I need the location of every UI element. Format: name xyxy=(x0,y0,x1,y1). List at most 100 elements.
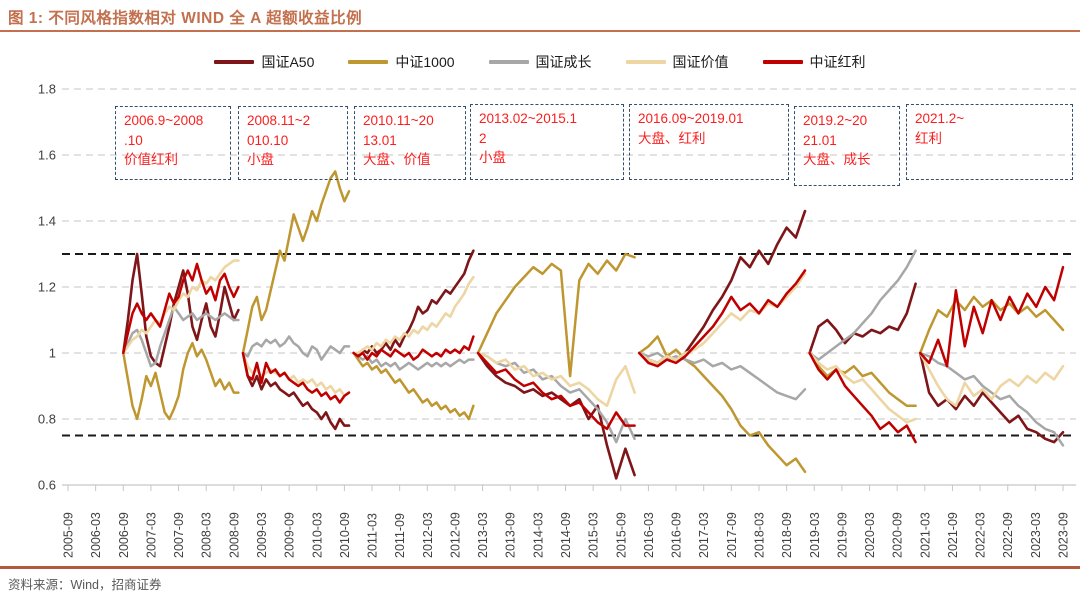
annotation-text: 2019.2~20 xyxy=(803,113,868,128)
x-axis-tick-label: 2012-03 xyxy=(421,512,435,558)
annotation-text: 2008.11~2 xyxy=(247,113,311,128)
x-axis-tick-label: 2014-03 xyxy=(531,512,545,558)
x-axis-tick-label: 2007-09 xyxy=(172,512,186,558)
series-国证成长 xyxy=(918,351,1065,447)
legend-label: 国证价值 xyxy=(672,54,729,70)
annotation-text: 13.01 xyxy=(363,132,397,148)
legend-label: 中证1000 xyxy=(395,54,455,70)
x-axis-tick-label: 2009-09 xyxy=(283,512,297,558)
annotation-box: 2019.2~20 21.01 大盘、成长 xyxy=(794,106,900,186)
legend-line-swatch xyxy=(214,60,255,64)
x-axis-tick-label: 2016-09 xyxy=(670,512,684,558)
series-国证成长 xyxy=(637,351,807,401)
annotation-text: .10 xyxy=(124,132,143,148)
annotation-text: 21.01 xyxy=(803,132,837,148)
y-axis-tick-label: 1.4 xyxy=(38,214,56,229)
annotation-text: 大盘、成长 xyxy=(803,152,871,168)
x-axis-tick-label: 2009-03 xyxy=(255,512,269,558)
series-国证A50 xyxy=(241,351,351,431)
series-国证A50 xyxy=(808,282,917,355)
x-axis-tick-label: 2006-09 xyxy=(117,512,131,558)
x-axis-tick-label: 2016-03 xyxy=(642,512,656,558)
series-中证红利 xyxy=(918,265,1065,368)
annotation-text: 010.10 xyxy=(247,132,289,148)
x-axis-tick-label: 2014-09 xyxy=(559,512,573,558)
series-中证1000 xyxy=(241,170,351,355)
x-axis-tick-label: 2011-09 xyxy=(393,513,407,558)
annotation-text: 2 xyxy=(479,130,487,146)
series-中证红利 xyxy=(352,335,475,361)
x-axis-tick-label: 2023-03 xyxy=(1029,512,1043,558)
annotation-text: 价值红利 xyxy=(124,152,178,168)
x-axis-tick-label: 2012-09 xyxy=(448,512,462,558)
series-中证1000 xyxy=(476,252,636,378)
x-axis-tick-label: 2005-09 xyxy=(62,512,76,558)
x-axis-tick-label: 2011-03 xyxy=(366,513,380,558)
annotation-text: 小盘 xyxy=(247,152,274,168)
legend-line-swatch xyxy=(488,60,529,64)
series-国证成长 xyxy=(122,305,240,368)
legend-item: 国证成长 xyxy=(488,52,592,72)
x-axis-tick-label: 2015-09 xyxy=(614,512,628,558)
annotation-text: 大盘、红利 xyxy=(638,130,706,146)
y-axis-tick-label: 1.2 xyxy=(38,280,56,295)
x-axis-tick-label: 2008-03 xyxy=(200,512,214,558)
annotation-text: 小盘 xyxy=(479,150,506,166)
y-axis-tick-label: 1.8 xyxy=(38,82,56,97)
series-中证1000 xyxy=(808,351,917,408)
legend-line-swatch xyxy=(348,60,389,64)
x-axis-tick-label: 2007-03 xyxy=(144,512,158,558)
annotation-box: 2006.9~2008 .10 价值红利 xyxy=(115,106,231,180)
series-中证红利 xyxy=(808,351,917,444)
footer-rule xyxy=(0,566,1080,569)
legend-label: 国证A50 xyxy=(261,54,315,70)
annotation-box: 2008.11~2 010.10 小盘 xyxy=(238,106,348,180)
x-axis-tick-label: 2019-03 xyxy=(808,512,822,558)
x-axis-tick-label: 2006-03 xyxy=(89,512,103,558)
series-国证价值 xyxy=(352,275,475,355)
legend-item: 中证红利 xyxy=(762,52,866,72)
legend-item: 中证1000 xyxy=(348,52,455,72)
series-国证A50 xyxy=(352,249,475,358)
x-axis-tick-label: 2023-09 xyxy=(1057,512,1071,558)
annotation-box: 2016.09~2019.01 大盘、红利 xyxy=(629,104,789,180)
y-axis-tick-label: 1.6 xyxy=(38,148,56,163)
x-axis-tick-label: 2017-09 xyxy=(725,512,739,558)
x-axis-tick-label: 2018-03 xyxy=(752,512,766,558)
title-rule xyxy=(0,30,1080,32)
series-国证价值 xyxy=(918,351,1065,408)
series-中证1000 xyxy=(918,295,1065,355)
annotation-text: 2006.9~2008 xyxy=(124,113,204,128)
x-axis-tick-label: 2019-09 xyxy=(835,512,849,558)
annotation-text: 2013.02~2015.1 xyxy=(479,111,577,126)
x-axis-tick-label: 2008-09 xyxy=(227,512,241,558)
series-中证红利 xyxy=(637,269,807,368)
series-国证价值 xyxy=(476,351,636,408)
x-axis-tick-label: 2021-03 xyxy=(918,512,932,558)
x-axis-tick-label: 2015-03 xyxy=(587,512,601,558)
series-中证红利 xyxy=(122,262,240,355)
legend-line-swatch xyxy=(762,60,803,64)
x-axis-tick-label: 2010-09 xyxy=(338,512,352,558)
x-axis-tick-label: 2010-03 xyxy=(310,512,324,558)
legend-item: 国证价值 xyxy=(625,52,729,72)
series-国证A50 xyxy=(918,351,1065,444)
x-axis-tick-label: 2017-03 xyxy=(697,512,711,558)
annotation-text: 2016.09~2019.01 xyxy=(638,111,744,126)
annotation-text: 2010.11~20 xyxy=(363,113,434,128)
y-axis-tick-label: 0.6 xyxy=(38,478,56,493)
series-中证红利 xyxy=(476,351,636,431)
series-国证成长 xyxy=(352,351,475,371)
y-axis-tick-label: 1 xyxy=(49,346,56,361)
legend-line-swatch xyxy=(625,60,666,64)
x-axis-tick-label: 2020-09 xyxy=(891,512,905,558)
legend-label: 中证红利 xyxy=(809,54,866,70)
x-axis-tick-label: 2020-03 xyxy=(863,512,877,558)
x-axis-tick-label: 2013-03 xyxy=(476,512,490,558)
legend-label: 国证成长 xyxy=(535,54,592,70)
chart-legend: 国证A50 中证1000 国证成长 国证价值 中证红利 xyxy=(0,52,1080,72)
x-axis-tick-label: 2018-09 xyxy=(780,512,794,558)
x-axis-tick-label: 2022-09 xyxy=(1001,512,1015,558)
